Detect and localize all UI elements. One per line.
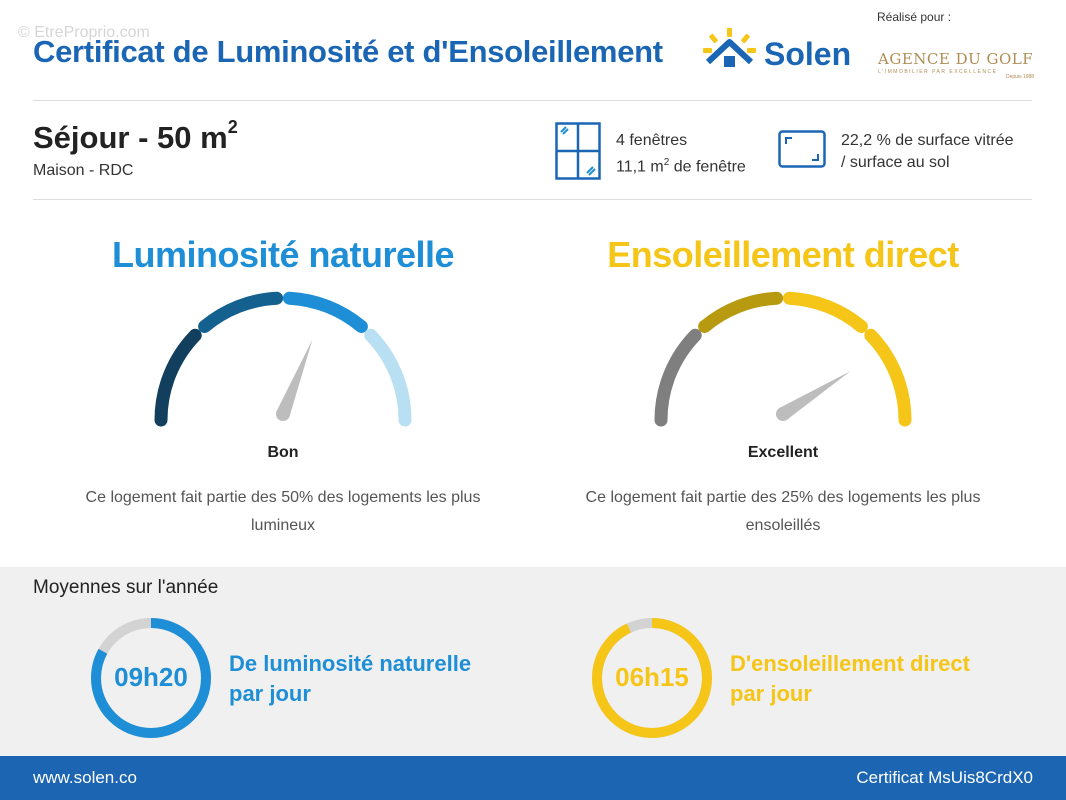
ensoleillement-gauge-needle <box>779 371 851 420</box>
agency-name: AGENCE DU GOLF <box>878 50 1034 68</box>
ensoleillement-gauge-segment-3 <box>782 291 868 333</box>
header-divider <box>33 100 1032 101</box>
solen-logo: Solen <box>702 28 862 80</box>
averages-title: Moyennes sur l'année <box>33 577 219 598</box>
windows-area: 11,1 m2 de fenêtre <box>616 157 746 176</box>
ensoleillement-gauge-segment-1 <box>654 328 702 427</box>
ensoleillement-ring-progress <box>592 618 712 738</box>
footer: www.solen.co Certificat MsUis8CrdX0 <box>0 756 1066 800</box>
agency-year: Depuis 1988 <box>1006 74 1035 80</box>
luminosite-gauge-segment-3 <box>282 291 368 333</box>
luminosite-rating: Bon <box>267 444 299 461</box>
glazed-line-1: 22,2 % de surface vitrée <box>841 132 1014 149</box>
windows-count: 4 fenêtres <box>616 132 688 149</box>
section-divider <box>33 199 1032 200</box>
agency-logo: AGENCE DU GOLF L'IMMOBILIER PAR EXCELLEN… <box>878 50 1038 80</box>
luminosite-description: Ce logement fait partie des 50% des loge… <box>85 489 481 534</box>
ensoleillement-title: Ensoleillement direct <box>607 234 959 275</box>
luminosite-gauge-segment-4 <box>364 328 412 427</box>
agency-tagline: L'IMMOBILIER PAR EXCELLENCE <box>878 69 998 75</box>
solen-brand-text: Solen <box>764 36 852 72</box>
ensoleillement-description: Ce logement fait partie des 25% des loge… <box>585 489 981 534</box>
room-title: Séjour - 50 m2 <box>33 116 238 155</box>
luminosite-title: Luminosité naturelle <box>111 234 455 275</box>
luminosite-gauge-needle <box>276 339 313 417</box>
room-subtitle: Maison - RDC <box>33 162 134 179</box>
glazed-surface-info: 22,2 % de surface vitrée / surface au so… <box>841 130 1014 174</box>
footer-certificate-id: Certificat MsUis8CrdX0 <box>856 768 1033 787</box>
footer-website-link[interactable]: www.solen.co <box>33 768 137 787</box>
watermark: © EtreProprio.com <box>18 24 150 41</box>
ensoleillement-rating: Excellent <box>747 444 819 461</box>
page-title: Certificat de Luminosité et d'Ensoleille… <box>33 34 663 69</box>
windows-info: 4 fenêtres 11,1 m2 de fenêtre <box>616 130 746 178</box>
realise-pour-label: Réalisé pour : <box>877 10 952 24</box>
ensoleillement-average-value: 06h15 <box>615 662 689 692</box>
luminosite-ring <box>91 618 211 738</box>
ensoleillement-gauge <box>654 291 912 427</box>
glazed-surface-icon <box>778 130 826 168</box>
luminosite-ring-progress <box>91 618 211 738</box>
ensoleillement-gauge-segment-2 <box>698 291 784 333</box>
sun-house-icon <box>703 28 756 67</box>
luminosite-gauge-pivot <box>276 407 290 421</box>
ensoleillement-gauge-segment-4 <box>864 328 912 427</box>
ensoleillement-gauge-pivot <box>776 407 790 421</box>
window-icon <box>555 122 601 180</box>
ensoleillement-average-label: D'ensoleillement direct par jour <box>730 651 970 706</box>
luminosite-average-value: 09h20 <box>114 662 188 692</box>
ensoleillement-ring <box>592 618 712 738</box>
luminosite-gauge-segment-2 <box>198 291 284 333</box>
luminosite-gauge-segment-1 <box>154 328 202 427</box>
luminosite-gauge <box>154 291 412 427</box>
luminosite-average-label: De luminosité naturelle par jour <box>229 651 472 706</box>
glazed-line-2: / surface au sol <box>841 154 950 171</box>
